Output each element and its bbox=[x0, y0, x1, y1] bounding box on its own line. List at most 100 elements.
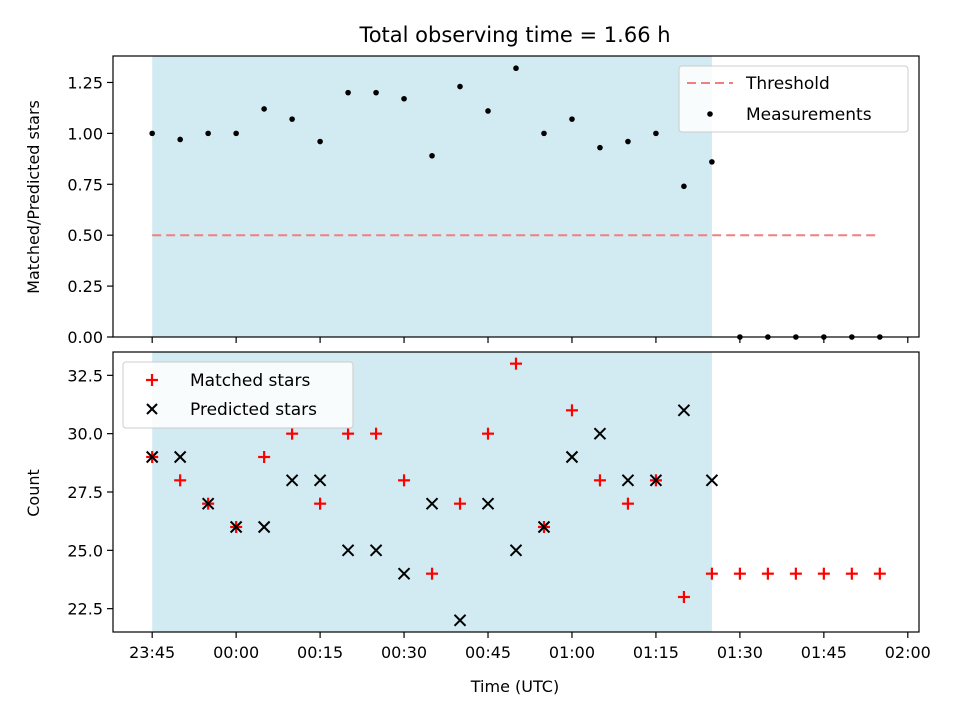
y-tick-label: 22.5 bbox=[67, 600, 103, 619]
matched-star-points bbox=[146, 357, 886, 603]
measurement-point bbox=[177, 136, 183, 143]
predicted-star-point bbox=[257, 520, 271, 534]
y-tick-label: 1.25 bbox=[67, 73, 103, 92]
matched-star-point bbox=[426, 567, 439, 580]
measurement-point bbox=[205, 130, 211, 137]
y-tick-label: 25.0 bbox=[67, 541, 103, 560]
predicted-star-point bbox=[649, 474, 663, 487]
x-tick-label: 00:00 bbox=[213, 643, 259, 662]
matched-star-point bbox=[677, 591, 690, 603]
top-plot-frame bbox=[112, 55, 920, 338]
x-tick-label: 00:15 bbox=[297, 643, 343, 662]
predicted-star-point bbox=[397, 567, 411, 580]
predicted-star-point bbox=[425, 497, 439, 510]
measurement-point bbox=[401, 95, 407, 102]
matched-star-point bbox=[705, 567, 718, 580]
top-y-ticks: 0.00 0.25 0.50 0.75 1.00 1.25 bbox=[67, 73, 113, 347]
measurement-point bbox=[653, 130, 659, 137]
matched-star-point bbox=[454, 497, 467, 510]
x-tick-label: 01:15 bbox=[633, 643, 679, 662]
y-tick-label: 0.00 bbox=[67, 328, 103, 347]
predicted-star-point bbox=[341, 544, 355, 557]
matched-star-point bbox=[733, 567, 746, 580]
matched-star-point bbox=[314, 497, 327, 510]
y-tick-label: 0.50 bbox=[67, 226, 103, 245]
predicted-star-point bbox=[509, 544, 523, 557]
matched-star-point bbox=[761, 567, 774, 580]
measurement-point bbox=[149, 130, 155, 137]
measurement-point bbox=[429, 152, 435, 159]
predicted-star-point bbox=[565, 450, 579, 464]
measurement-point bbox=[597, 144, 603, 151]
legend-matched-label: Matched stars bbox=[190, 371, 310, 391]
legend-predicted-swatch bbox=[146, 403, 158, 415]
matched-star-point bbox=[370, 427, 383, 440]
legend-matched-swatch bbox=[146, 374, 158, 386]
top-y-axis-label: Matched/Predicted stars bbox=[24, 100, 43, 294]
bottom-legend-box bbox=[122, 361, 354, 429]
matched-star-point bbox=[174, 474, 187, 487]
predicted-star-point bbox=[481, 497, 495, 510]
matched-star-point bbox=[845, 567, 858, 580]
predicted-star-point bbox=[229, 520, 243, 534]
matched-star-point bbox=[482, 427, 495, 440]
x-tick-label: 00:30 bbox=[381, 643, 427, 662]
x-tick-label: 23:45 bbox=[129, 643, 175, 662]
legend-measurements-swatch bbox=[707, 111, 713, 117]
matched-star-point bbox=[286, 427, 299, 440]
bottom-y-ticks: 22.5 25.0 27.5 30.0 32.5 bbox=[67, 366, 113, 619]
bottom-x-ticks: 23:45 00:00 00:15 00:30 00:45 01:00 01:15 01:30… bbox=[129, 632, 931, 662]
y-tick-label: 27.5 bbox=[67, 483, 103, 502]
y-tick-label: 0.75 bbox=[67, 175, 103, 194]
bottom-panel: 22.5 25.0 27.5 30.0 32.5 23:45 00:00 00:15 00:3… bbox=[24, 351, 931, 696]
top-panel: 0.00 0.25 0.50 0.75 1.00 1.25 Matched/Predict… bbox=[24, 55, 920, 347]
predicted-star-point bbox=[593, 427, 607, 440]
legend-threshold-label: Threshold bbox=[745, 74, 830, 94]
matched-star-point bbox=[510, 357, 522, 370]
matched-star-point bbox=[398, 474, 411, 487]
predicted-star-point bbox=[201, 497, 215, 510]
x-tick-label: 02:00 bbox=[885, 643, 931, 662]
measurement-point bbox=[709, 159, 715, 165]
measurement-point bbox=[625, 138, 631, 145]
matched-star-point bbox=[873, 567, 886, 580]
measurement-point bbox=[373, 89, 379, 96]
x-tick-label: 01:45 bbox=[801, 643, 847, 662]
measurement-point bbox=[681, 183, 687, 190]
measurement-point bbox=[485, 108, 491, 114]
measurement-point bbox=[233, 130, 239, 137]
y-tick-label: 0.25 bbox=[67, 277, 103, 296]
predicted-star-point bbox=[677, 404, 691, 417]
predicted-star-point bbox=[621, 474, 635, 487]
predicted-star-point bbox=[145, 450, 159, 464]
bottom-y-axis-label: Count bbox=[24, 469, 43, 517]
predicted-star-point bbox=[705, 474, 719, 487]
measurement-point bbox=[289, 116, 295, 122]
x-tick-label: 01:30 bbox=[717, 643, 763, 662]
predicted-star-points bbox=[145, 404, 719, 627]
top-legend-box bbox=[678, 65, 909, 133]
chart-title: Total observing time = 1.66 h bbox=[358, 23, 670, 47]
measurement-point bbox=[457, 83, 463, 90]
matched-star-point bbox=[593, 474, 606, 487]
matched-star-point bbox=[342, 427, 355, 440]
legend-predicted-label: Predicted stars bbox=[190, 400, 317, 420]
predicted-star-point bbox=[369, 544, 383, 557]
measurement-point bbox=[569, 116, 575, 122]
y-tick-label: 1.00 bbox=[67, 124, 103, 143]
legend-measurements-label: Measurements bbox=[746, 105, 872, 125]
measurement-point bbox=[513, 65, 519, 72]
x-tick-label: 00:45 bbox=[465, 643, 511, 662]
matched-star-point bbox=[817, 567, 830, 580]
top-observing-window bbox=[152, 56, 712, 337]
measurement-point bbox=[261, 106, 267, 112]
top-legend: Threshold Measurements bbox=[678, 65, 909, 133]
matched-star-point bbox=[258, 451, 271, 463]
x-tick-label: 01:00 bbox=[549, 643, 595, 662]
y-tick-label: 32.5 bbox=[67, 366, 103, 385]
matched-star-point bbox=[621, 497, 634, 510]
predicted-star-point bbox=[453, 614, 467, 627]
measurement-point bbox=[541, 130, 547, 137]
measurement-point bbox=[317, 138, 323, 145]
